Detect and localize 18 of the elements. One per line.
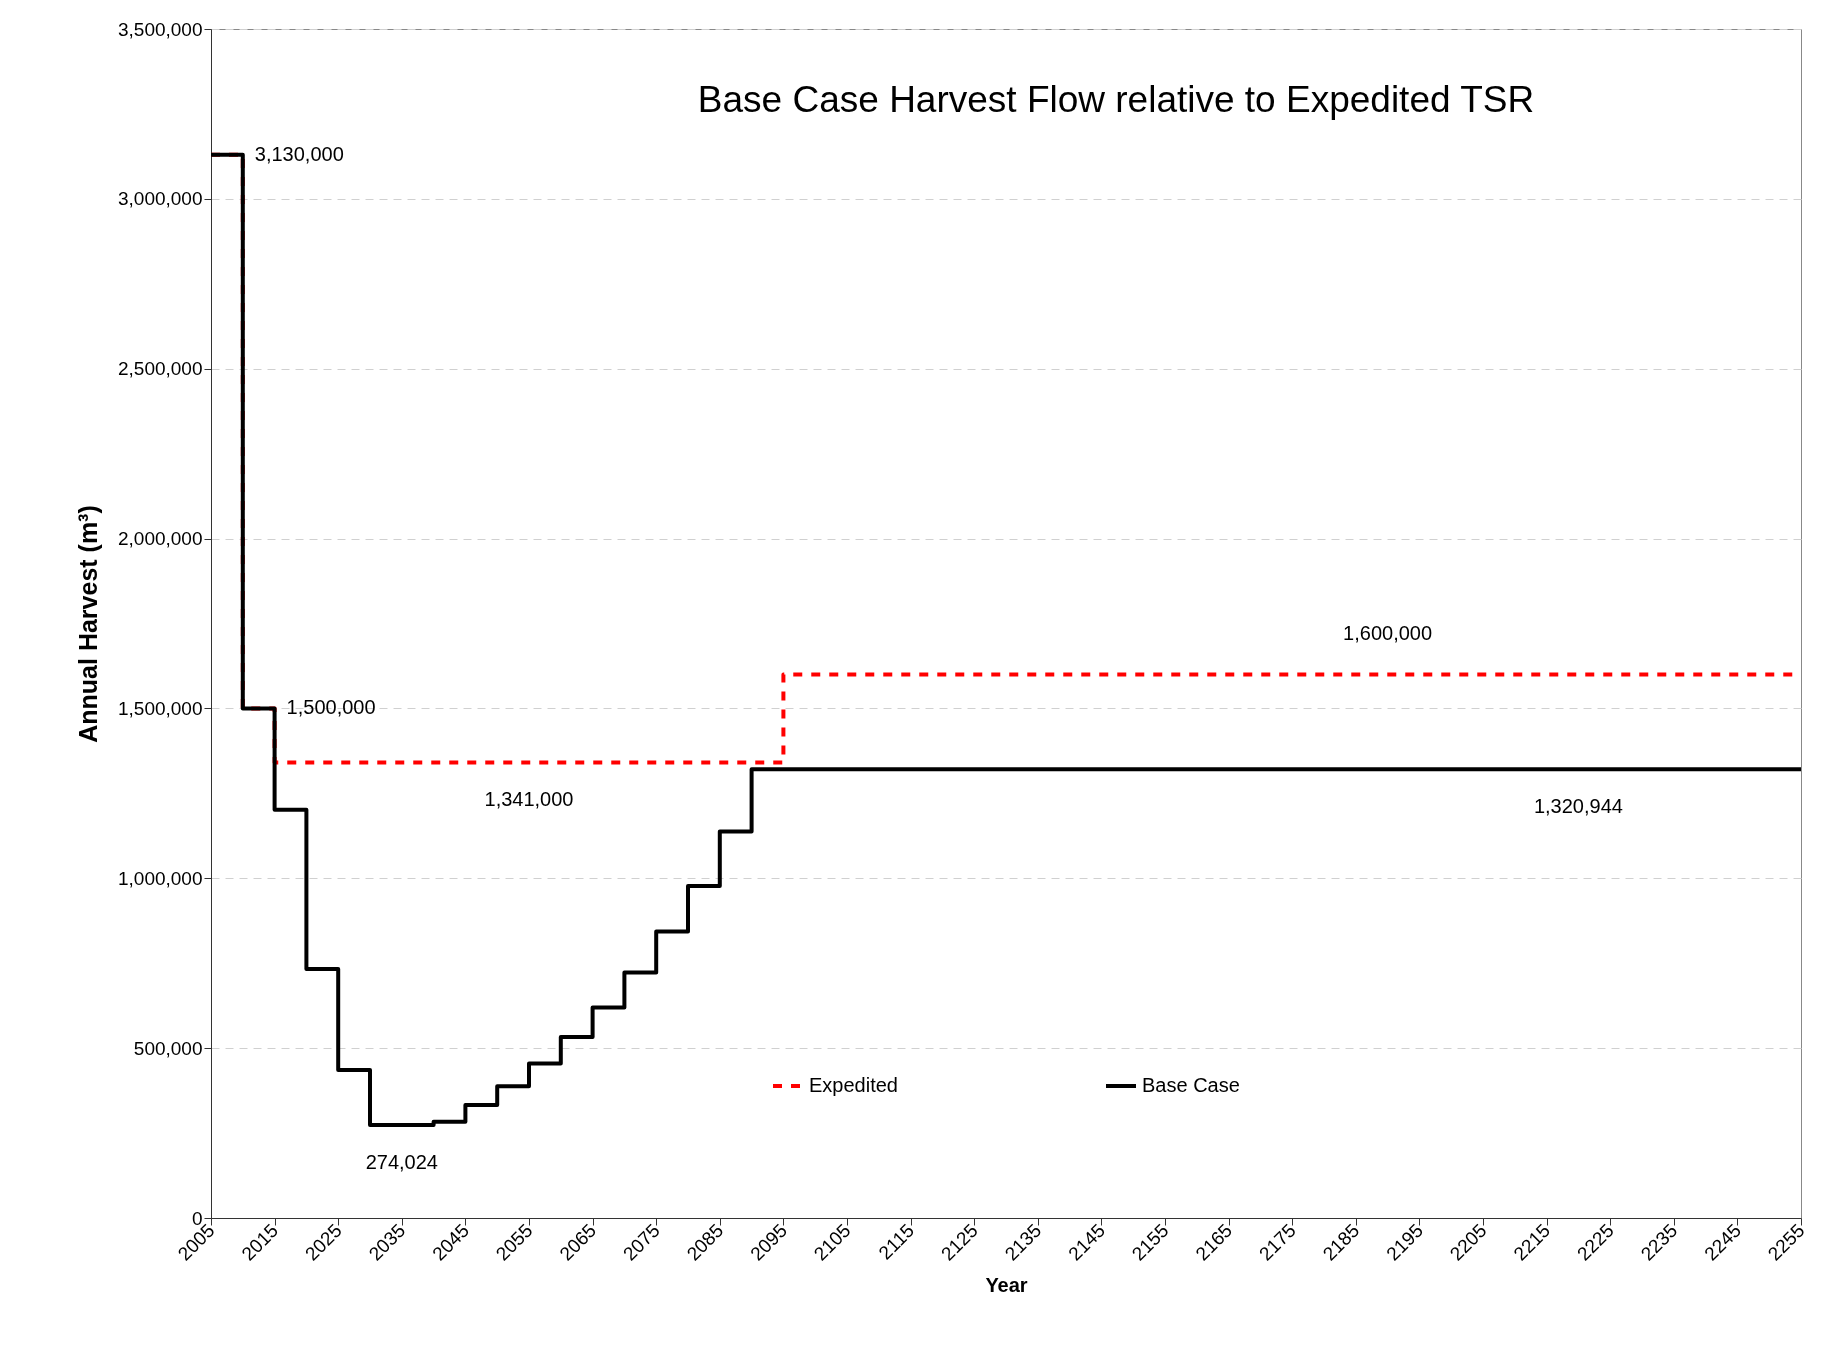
annotation: 1,600,000 xyxy=(1343,622,1433,645)
y-axis-title: Annual Harvest (m³) xyxy=(73,505,102,743)
annotation: 1,500,000 xyxy=(286,696,376,719)
y-tick-label: 2,500,000 xyxy=(117,358,203,380)
annotation: 3,130,000 xyxy=(254,142,344,165)
annotation: 274,024 xyxy=(365,1150,438,1173)
annotation: 1,320,944 xyxy=(1533,795,1623,818)
annotation: 1,341,000 xyxy=(484,788,574,811)
y-tick-label: 1,000,000 xyxy=(117,867,203,889)
y-tick-label: 2,000,000 xyxy=(117,528,203,550)
text: Base Case Harvest Flow relative to Expedited TSR xyxy=(697,79,1535,120)
legend-label: Base Case xyxy=(1142,1074,1240,1096)
legend-label: Expedited xyxy=(809,1074,898,1096)
y-tick-label: 500,000 xyxy=(133,1037,203,1059)
y-tick-label: 3,500,000 xyxy=(117,18,203,40)
y-tick-label: 1,500,000 xyxy=(117,697,203,719)
x-axis-title: Year xyxy=(985,1274,1028,1297)
y-tick-label: 3,000,000 xyxy=(117,188,203,210)
